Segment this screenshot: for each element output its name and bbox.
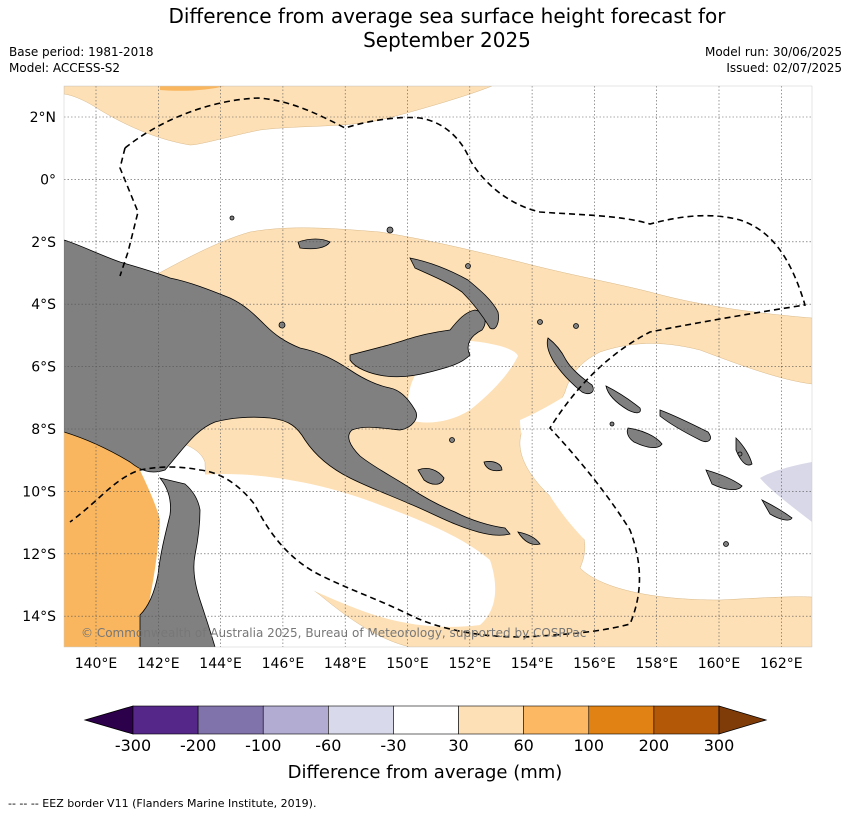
lat-label: 10°S	[22, 484, 56, 500]
base-period: Base period: 1981-2018	[9, 45, 154, 59]
land-bougainville	[546, 337, 594, 394]
lon-label: 148°E	[324, 656, 367, 672]
lon-label: 156°E	[573, 656, 616, 672]
colorbar-max-arrow	[718, 705, 768, 735]
lon-label: 152°E	[449, 656, 492, 672]
land-santa-isabel	[659, 409, 711, 442]
title-line-1: Difference from average sea surface heig…	[168, 4, 726, 28]
lon-label: 146°E	[262, 656, 305, 672]
colorbar-tick-label: 200	[639, 736, 670, 755]
land-islet	[537, 319, 543, 325]
lon-label: 154°E	[511, 656, 554, 672]
land-islet	[609, 421, 615, 427]
neutral-area-coral-sea	[200, 474, 496, 627]
land-cape-york	[139, 477, 216, 647]
land-manus	[297, 238, 331, 250]
land-woodlark	[483, 461, 503, 472]
land-islet	[229, 215, 235, 221]
lat-label: 14°S	[22, 609, 56, 625]
lon-label: 150°E	[386, 656, 429, 672]
title-line-2: September 2025	[363, 28, 531, 52]
colorbar-segment	[328, 705, 394, 735]
land-islet	[449, 437, 455, 443]
colorbar-tick-label: -60	[315, 736, 341, 755]
meta-left: Base period: 1981-2018 Model: ACCESS-S2	[9, 44, 154, 76]
colorbar-tick-label: -30	[380, 736, 406, 755]
lat-label: 6°S	[31, 360, 56, 376]
lat-label: 2°S	[31, 235, 56, 251]
land-makira	[705, 469, 743, 490]
colorbar-tick-label: 60	[513, 736, 533, 755]
lon-label: 162°E	[760, 656, 803, 672]
copyright-notice: © Commonwealth of Australia 2025, Bureau…	[81, 626, 586, 640]
lon-label: 160°E	[698, 656, 741, 672]
colorbar-min-arrow	[83, 705, 134, 735]
neutral-area-solomon-sea	[520, 371, 812, 572]
colorbar: -300 -200 -100 -60 -30 30 60 100 200 300	[83, 705, 768, 755]
land-islet	[465, 263, 471, 269]
model-run-date: Model run: 30/06/2025	[704, 45, 842, 59]
colorbar-tick-label: 100	[574, 736, 605, 755]
lat-label: 2°N	[30, 110, 56, 126]
colorbar-segment	[393, 705, 459, 735]
land-islet	[278, 321, 286, 329]
colorbar-tick-label: 30	[448, 736, 468, 755]
colorbar-tick-label: -300	[115, 736, 151, 755]
longitude-labels: 140°E 142°E 144°E 146°E 148°E 150°E 152°E 154°E…	[75, 656, 803, 672]
lat-label: 0°	[40, 172, 56, 188]
anomaly-region-east	[760, 462, 812, 522]
chart-title: Difference from average sea surface heig…	[0, 4, 850, 52]
issued-date: Issued: 02/07/2025	[726, 61, 842, 75]
colorbar-segment	[262, 705, 329, 735]
land-guadalcanal	[626, 427, 663, 448]
lon-label: 158°E	[635, 656, 678, 672]
land-islet	[386, 226, 394, 234]
colorbar-segment	[653, 705, 720, 735]
land-new-guinea	[64, 239, 511, 536]
lat-label: 8°S	[31, 422, 56, 438]
land-islet	[723, 541, 729, 547]
land-islet	[573, 323, 579, 329]
land-choiseul	[605, 385, 641, 414]
land-rennell	[760, 499, 793, 521]
map-gridlines	[64, 86, 812, 647]
colorbar-tick-label: -200	[180, 736, 216, 755]
eez-footnote: -- -- -- EEZ border V11 (Flanders Marine…	[8, 797, 317, 810]
land-new-ireland	[409, 257, 499, 330]
land-islet	[737, 451, 743, 457]
land-misima	[517, 531, 541, 545]
colorbar-tick-label: -100	[245, 736, 281, 755]
lat-label: 12°S	[22, 547, 56, 563]
lat-label: 4°S	[31, 297, 56, 313]
lon-label: 142°E	[137, 656, 180, 672]
anomaly-region-north	[64, 86, 493, 146]
colorbar-tick-label: 300	[704, 736, 735, 755]
colorbar-segment	[458, 705, 524, 735]
anomaly-region-west	[64, 425, 160, 647]
land-deentrecasteaux	[417, 468, 445, 485]
colorbar-title: Difference from average (mm)	[288, 762, 563, 783]
latitude-labels: 2°N 0° 2°S 4°S 6°S 8°S 10°S 12°S 14°S	[22, 110, 56, 625]
lon-label: 140°E	[75, 656, 118, 672]
eez-border	[69, 97, 807, 638]
colorbar-segment	[588, 705, 655, 735]
model-name: Model: ACCESS-S2	[9, 61, 121, 75]
colorbar-segment	[523, 705, 590, 735]
colorbar-segment	[197, 705, 264, 735]
colorbar-segment	[132, 705, 199, 735]
lon-label: 144°E	[199, 656, 242, 672]
map-frame	[63, 85, 813, 648]
land-new-britain	[349, 309, 486, 378]
anomaly-region-top-edge	[160, 86, 225, 91]
meta-right: Model run: 30/06/2025 Issued: 02/07/2025	[705, 44, 842, 76]
